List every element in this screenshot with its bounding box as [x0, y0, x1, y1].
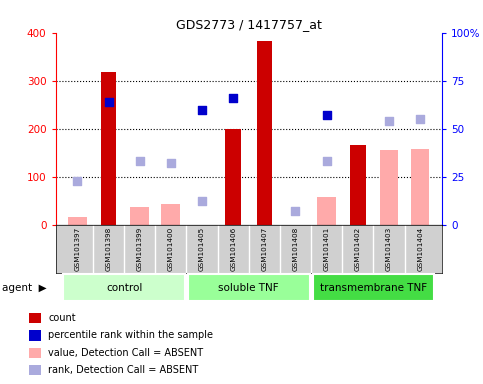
Text: GSM101399: GSM101399 [137, 227, 142, 271]
Text: GSM101401: GSM101401 [324, 227, 330, 271]
Bar [161, 205, 180, 225]
Bar [188, 274, 310, 301]
Text: GSM101405: GSM101405 [199, 227, 205, 271]
Point [198, 198, 206, 204]
Point [416, 116, 424, 122]
Bar [226, 129, 241, 225]
Point [323, 158, 330, 164]
Bar [63, 274, 185, 301]
Bar [256, 41, 272, 225]
Text: transmembrane TNF: transmembrane TNF [320, 283, 427, 293]
Text: percentile rank within the sample: percentile rank within the sample [48, 330, 213, 340]
Text: GSM101402: GSM101402 [355, 227, 361, 271]
Text: GSM101407: GSM101407 [261, 227, 267, 271]
Bar [317, 197, 336, 225]
Bar [29, 348, 41, 358]
Bar [380, 150, 398, 225]
Bar [411, 149, 429, 225]
Point [323, 112, 330, 118]
Text: soluble TNF: soluble TNF [218, 283, 279, 293]
Bar [101, 72, 116, 225]
Text: GSM101408: GSM101408 [293, 227, 298, 271]
Text: GSM101398: GSM101398 [105, 227, 112, 271]
Bar [130, 207, 149, 225]
Bar [313, 274, 434, 301]
Text: GSM101397: GSM101397 [74, 227, 80, 271]
Bar [29, 331, 41, 341]
Point [136, 158, 143, 164]
Text: GSM101400: GSM101400 [168, 227, 174, 271]
Bar [29, 313, 41, 323]
Text: GSM101403: GSM101403 [386, 227, 392, 271]
Text: control: control [106, 283, 142, 293]
Point [167, 160, 175, 166]
Point [229, 95, 237, 101]
Title: GDS2773 / 1417757_at: GDS2773 / 1417757_at [176, 18, 322, 31]
Point [198, 108, 206, 114]
Text: rank, Detection Call = ABSENT: rank, Detection Call = ABSENT [48, 365, 199, 375]
Bar [68, 217, 87, 225]
Text: GSM101404: GSM101404 [417, 227, 423, 271]
Text: agent  ▶: agent ▶ [2, 283, 47, 293]
Text: GSM101406: GSM101406 [230, 227, 236, 271]
Text: count: count [48, 313, 76, 323]
Text: value, Detection Call = ABSENT: value, Detection Call = ABSENT [48, 348, 203, 358]
Point [292, 208, 299, 214]
Bar [29, 365, 41, 375]
Point [73, 179, 81, 185]
Point [105, 99, 113, 105]
Bar [350, 146, 366, 225]
Point [385, 118, 393, 124]
